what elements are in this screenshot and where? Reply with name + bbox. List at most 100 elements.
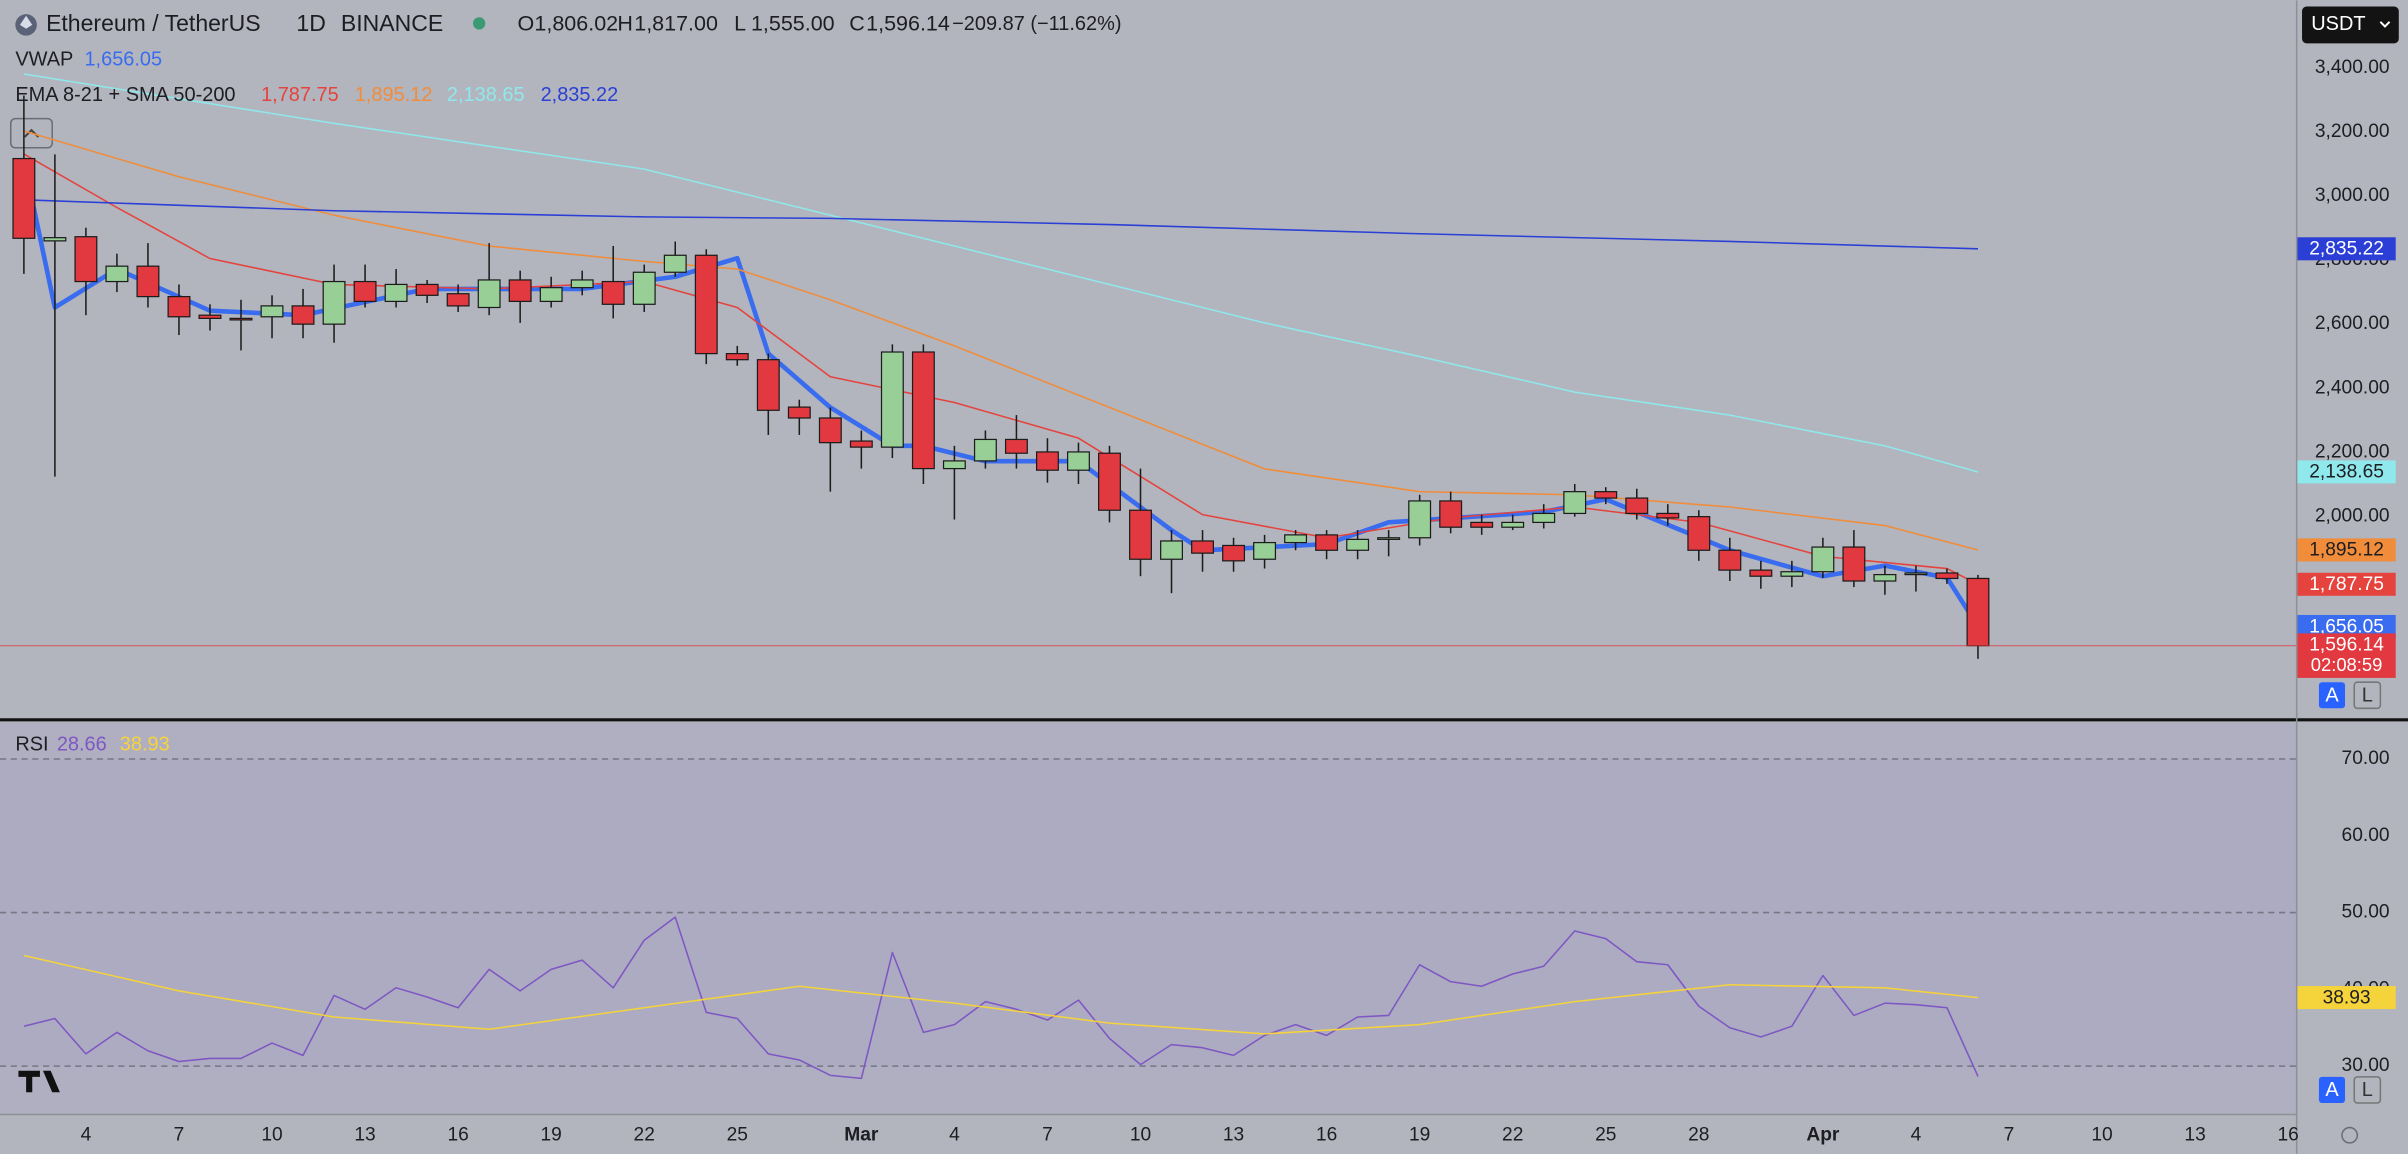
candle-body: [1004, 438, 1028, 454]
brand-logo: [18, 1070, 60, 1093]
candle-body: [1160, 540, 1183, 560]
candle-body: [477, 279, 501, 309]
candle-body: [1377, 537, 1401, 540]
candle-body: [229, 317, 253, 321]
x-tick-label: 13: [1223, 1124, 1244, 1145]
candle-body: [570, 279, 594, 289]
x-tick-label: 16: [447, 1124, 468, 1145]
candle-body: [260, 305, 284, 318]
x-tick-label: 16: [1316, 1124, 1337, 1145]
y-tick-label: 2,400.00: [2315, 377, 2390, 398]
ohlc-value: 1,555.00: [751, 12, 835, 36]
price-badge-label: 1,596.14: [2309, 635, 2384, 656]
x-tick-label: 28: [1688, 1124, 1709, 1145]
price-badge: [2297, 572, 2396, 596]
candle-body: [973, 438, 997, 462]
settings-icon[interactable]: [2341, 1126, 2359, 1144]
candle-body: [1408, 500, 1432, 539]
y-tick-label: 60.00: [2342, 825, 2390, 846]
exchange: BINANCE: [341, 10, 443, 36]
candle-body: [291, 305, 315, 325]
y-tick-label: 2,200.00: [2315, 441, 2390, 462]
indicator-line: [23, 954, 1979, 1035]
symbol-logo: [19, 15, 33, 29]
symbol: Ethereum / TetherUS: [46, 10, 260, 36]
indicator-line: [23, 916, 1979, 1080]
ohlc-label: C: [849, 12, 865, 36]
legend-value: 28.66: [57, 733, 107, 755]
candle-body: [632, 271, 656, 305]
price-badge: [2297, 538, 2396, 562]
interval: 1D: [296, 10, 325, 36]
auto-scale-button[interactable]: [2318, 1076, 2346, 1103]
x-tick-label: 25: [727, 1124, 748, 1145]
rsi-band: [0, 758, 2296, 1067]
legend-value: 1,656.05: [84, 48, 162, 70]
candle-body: [694, 254, 718, 355]
y-tick-label: 70.00: [2342, 748, 2390, 769]
legend-value: 2,138.65: [447, 84, 525, 106]
x-tick-label: 13: [354, 1124, 375, 1145]
candle-body: [818, 417, 842, 444]
indicator-line: [23, 130, 1979, 551]
candle-body: [725, 352, 749, 361]
x-tick-label: 16: [2277, 1124, 2298, 1145]
x-tick-label: 10: [2091, 1124, 2112, 1145]
candle-body: [167, 295, 191, 318]
candle-body: [601, 280, 625, 305]
legend-value: 2,835.22: [541, 84, 619, 106]
legend-name: RSI: [15, 733, 48, 755]
header: Ethereum / TetherUS 1D BINANCE −209.87 (…: [9, 10, 2359, 1144]
market-status: [473, 17, 486, 30]
candle-body: [105, 265, 129, 283]
currency-select[interactable]: [2302, 6, 2399, 44]
candle-body: [880, 351, 904, 448]
y-tick-label: 3,000.00: [2315, 185, 2390, 206]
candle-body: [849, 440, 873, 448]
log-scale-button[interactable]: [2353, 1076, 2382, 1104]
legend-value: 38.93: [120, 733, 170, 755]
candle-body: [384, 283, 408, 303]
price-badge-label: 2,138.65: [2309, 462, 2384, 483]
legend-name: EMA 8-21 + SMA 50-200: [15, 84, 235, 106]
candle-body: [322, 280, 346, 325]
candle-body: [43, 237, 67, 242]
candle-body: [1098, 452, 1121, 511]
x-tick-label: 4: [949, 1124, 960, 1145]
legend-value: 1,895.12: [355, 84, 433, 106]
candle-body: [1656, 512, 1680, 519]
candle-body: [1346, 538, 1370, 551]
price-badge: [2297, 986, 2396, 1010]
x-tick-label: 10: [1130, 1124, 1151, 1145]
currency: USDT: [2311, 13, 2365, 35]
log-scale-button[interactable]: [2353, 681, 2382, 710]
countdown: 02:08:59: [2311, 654, 2383, 675]
candle-body: [1222, 544, 1246, 562]
x-tick-label: Mar: [844, 1124, 879, 1145]
price-badge: [2297, 460, 2396, 484]
candle-body: [1780, 571, 1804, 577]
candle-body: [1191, 540, 1215, 554]
candle-body: [1904, 572, 1928, 576]
candle-body: [1129, 509, 1152, 560]
candle-body: [1315, 534, 1339, 551]
price-badge-label: 2,835.22: [2309, 239, 2384, 260]
candle-body: [911, 351, 935, 470]
candle-body: [787, 406, 811, 419]
candle-body: [74, 236, 98, 283]
candle-body: [1253, 541, 1277, 560]
price-badge: [2297, 237, 2396, 261]
candle-body: [446, 293, 470, 307]
auto-scale-button[interactable]: [2318, 682, 2346, 709]
candle-body: [1532, 512, 1556, 524]
x-tick-label: 22: [1502, 1124, 1523, 1145]
x-tick-label: 4: [1911, 1124, 1922, 1145]
indicator-line: [23, 73, 1979, 473]
price-badge-label: 1,895.12: [2309, 540, 2384, 561]
x-tick-label: 13: [2184, 1124, 2205, 1145]
candle-body: [415, 283, 439, 296]
price-badge: [2297, 614, 2396, 638]
price-badge-label: 1,656.05: [2309, 616, 2384, 637]
candle-body: [1470, 521, 1494, 528]
change: −209.87 (−11.62%): [952, 13, 1121, 35]
